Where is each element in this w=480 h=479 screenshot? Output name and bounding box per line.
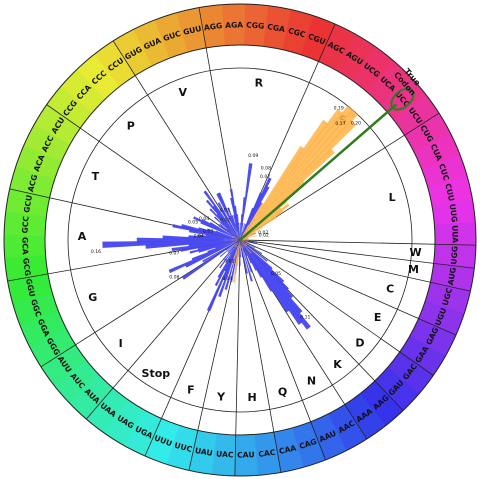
amino-acid-label: P <box>127 119 135 132</box>
amino-acid-label: W <box>409 246 421 259</box>
value-label: 0.11 <box>300 314 310 320</box>
value-label: 0.02 <box>259 232 269 238</box>
value-label: 0.07 <box>260 174 270 180</box>
amino-acid-label: G <box>88 291 97 304</box>
amino-acid-label: H <box>247 391 256 404</box>
amino-acid-label: R <box>255 77 264 90</box>
amino-acid-label: Stop <box>142 367 171 380</box>
value-label: 0.02 <box>224 258 234 264</box>
amino-acid-label: E <box>374 311 382 324</box>
value-label: 0.03 <box>203 229 213 235</box>
amino-acid-label: K <box>333 358 342 371</box>
value-label: 0.08 <box>169 274 179 280</box>
amino-acid-label: L <box>389 191 396 204</box>
value-label: 0.09 <box>248 153 258 159</box>
value-label: 0.03 <box>219 208 229 214</box>
value-label: 0.08 <box>261 165 271 171</box>
amino-acid-label: T <box>92 170 100 183</box>
codon-label: UUA <box>450 225 459 243</box>
amino-acid-label: M <box>408 263 419 276</box>
codon-label: AGA <box>225 20 243 29</box>
amino-acid-label: I <box>119 337 123 350</box>
value-label: 0.19 <box>334 106 344 112</box>
value-label: 0.07 <box>169 250 179 256</box>
amino-acid-label: V <box>178 86 187 99</box>
value-label: 0.04 <box>199 216 209 222</box>
value-label: 0.05 <box>271 271 281 277</box>
codon-label: GCC <box>20 215 30 233</box>
codon-label: UGG <box>449 246 459 265</box>
amino-acid-label: Q <box>278 386 287 399</box>
amino-acid-label: N <box>307 374 316 387</box>
value-label: 0.05 <box>188 219 198 225</box>
codon-label: UAC <box>216 449 234 459</box>
codon-label: GCA <box>20 237 29 255</box>
value-label: 0.02 <box>220 217 230 223</box>
value-label: 0.04 <box>222 276 232 282</box>
amino-acid-label: D <box>355 336 364 349</box>
amino-acid-label: A <box>78 230 87 243</box>
amino-acid-label: F <box>187 384 195 397</box>
value-label: 0.16 <box>91 249 101 255</box>
value-label: 0.17 <box>335 121 345 127</box>
codon-label: CAU <box>237 450 255 459</box>
amino-acid-label: Y <box>216 390 226 403</box>
codon-label: CGG <box>246 20 265 30</box>
amino-acid-label: C <box>386 283 394 296</box>
value-label: 0.20 <box>351 121 361 127</box>
